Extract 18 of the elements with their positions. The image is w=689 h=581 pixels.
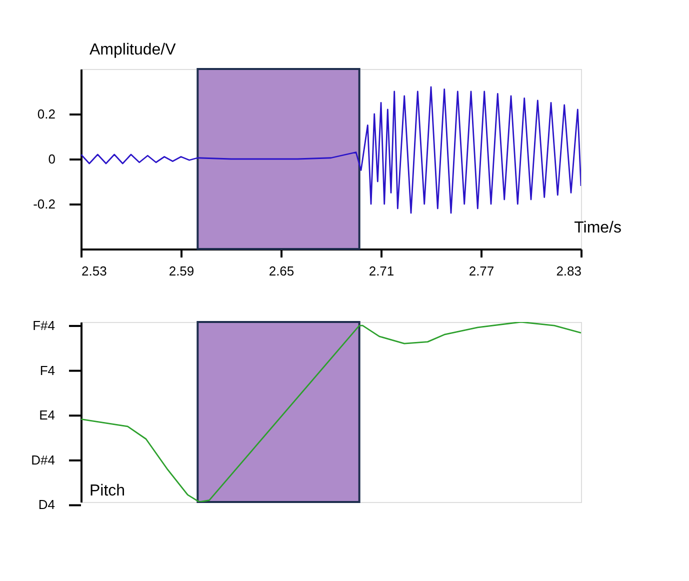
y-tick-label: 0.2 bbox=[37, 106, 56, 122]
line-series bbox=[81, 86, 581, 214]
text: D4 bbox=[38, 497, 55, 512]
text: F#4 bbox=[32, 318, 55, 333]
x-tick-label: 2.53 bbox=[82, 264, 107, 278]
text: F4 bbox=[40, 362, 55, 378]
x-tick-label: 2.71 bbox=[368, 264, 394, 278]
text: E4 bbox=[39, 408, 55, 423]
x-axis-title: Time/s bbox=[574, 220, 622, 236]
y-tick-label: 0 bbox=[48, 152, 56, 166]
x-tick-label: 2.77 bbox=[468, 264, 494, 278]
y-axis-title: Pitch bbox=[90, 482, 126, 500]
x-tick-label: 2.83 bbox=[556, 264, 582, 278]
x-tick-label: 2.59 bbox=[168, 264, 194, 278]
y-axis-title: Amplitude/V bbox=[90, 42, 176, 58]
y-tick-label: -0.2 bbox=[33, 196, 56, 212]
text: D#4 bbox=[31, 452, 55, 468]
x-tick-label: 2.65 bbox=[268, 264, 294, 278]
